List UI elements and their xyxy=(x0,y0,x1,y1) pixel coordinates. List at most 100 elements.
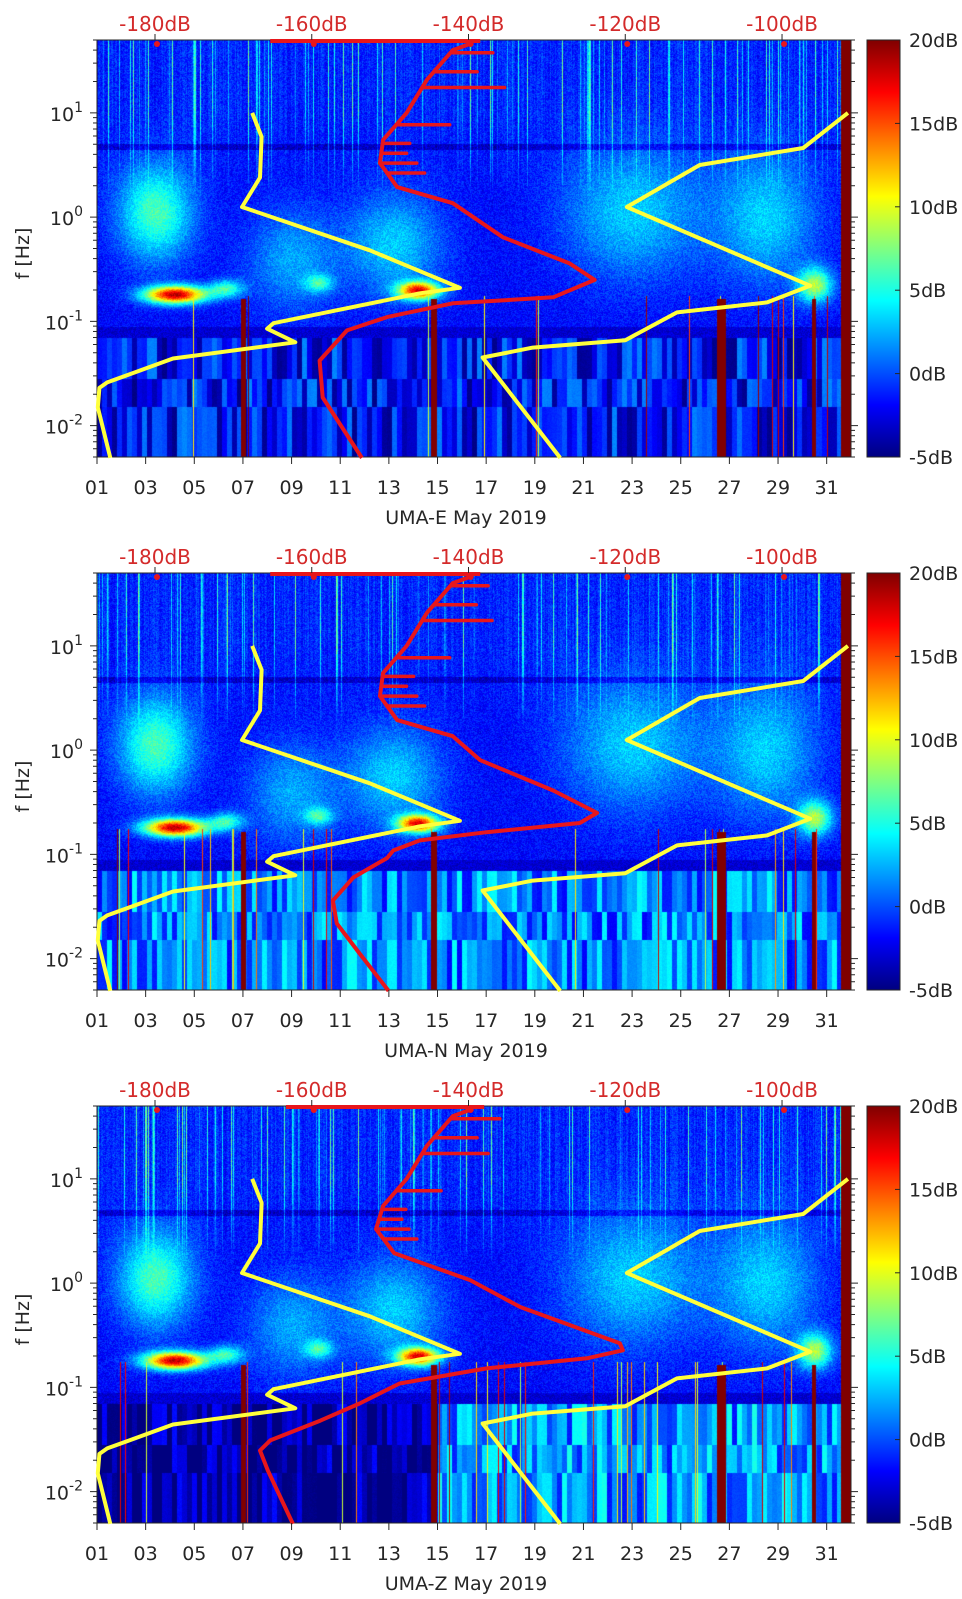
top-axis-marker xyxy=(467,1107,474,1113)
colorbar-tick-label: 20dB xyxy=(909,1096,958,1118)
series-group xyxy=(95,1105,850,1526)
top-axis-marker xyxy=(154,41,160,47)
y-tick-exponent: 0 xyxy=(74,204,83,220)
colorbar xyxy=(866,1105,901,1524)
high-noise-model-line xyxy=(480,644,850,993)
top-axis-tick-label: -120dB xyxy=(589,12,661,36)
colorbar-tick-label: -5dB xyxy=(909,1513,953,1535)
high-noise-model-line xyxy=(480,1177,850,1526)
y-tick-exponent: 1 xyxy=(74,100,83,116)
plot-frame xyxy=(96,1105,852,1524)
median-psd-line xyxy=(330,573,600,993)
x-axis-tick-label: 21 xyxy=(571,1543,595,1565)
x-axis-tick-label: 23 xyxy=(620,1010,644,1032)
y-axis-tick-label: 10-1 xyxy=(45,1374,83,1400)
x-axis-tick-label: 23 xyxy=(620,477,644,499)
x-axis-tick-label: 01 xyxy=(85,1543,109,1565)
y-tick-exponent: -2 xyxy=(69,413,83,429)
colorbar-tick-label: 15dB xyxy=(909,1179,958,1201)
x-axis-tick-label: 27 xyxy=(717,477,741,499)
top-axis-marker xyxy=(310,41,317,47)
plot-frame xyxy=(96,39,852,458)
y-tick-base: 10 xyxy=(45,417,69,439)
colorbar-tick-label: 20dB xyxy=(909,563,958,585)
x-axis-tick-label: 03 xyxy=(134,1543,158,1565)
y-tick-exponent: -1 xyxy=(69,841,83,857)
colorbar-tick-label: 10dB xyxy=(909,730,958,752)
x-axis-tick-label: 15 xyxy=(425,1543,449,1565)
colorbar xyxy=(866,39,901,458)
x-axis-tick-label: 09 xyxy=(279,477,303,499)
colorbar-tick-label: -5dB xyxy=(909,980,953,1002)
top-axis-marker xyxy=(467,41,474,47)
x-axis-tick-label: 27 xyxy=(717,1010,741,1032)
x-axis-tick-label: 23 xyxy=(620,1543,644,1565)
y-tick-exponent: -2 xyxy=(69,946,83,962)
y-axis-title: f [Hz] xyxy=(12,761,34,813)
y-axis-tick-label: 10-2 xyxy=(45,946,83,972)
top-axis-tick-label: -120dB xyxy=(589,545,661,569)
top-axis-marker xyxy=(781,41,788,47)
x-axis-tick-label: 21 xyxy=(571,1010,595,1032)
colorbar xyxy=(866,572,901,991)
x-axis-tick-label: 03 xyxy=(134,1010,158,1032)
y-tick-exponent: 1 xyxy=(74,1166,83,1182)
x-axis-title: UMA-E May 2019 xyxy=(385,507,546,529)
x-axis-tick-label: 13 xyxy=(377,477,401,499)
x-axis-title: UMA-Z May 2019 xyxy=(385,1573,547,1595)
top-axis-marker xyxy=(310,574,317,580)
y-axis-tick-label: 101 xyxy=(50,633,83,659)
top-axis-marker xyxy=(154,574,160,580)
colorbar-tick-label: 5dB xyxy=(909,813,946,835)
colorbar-tick-label: 10dB xyxy=(909,197,958,219)
y-tick-base: 10 xyxy=(45,1378,69,1400)
y-axis-tick-label: 101 xyxy=(50,1166,83,1192)
x-axis-tick-label: 31 xyxy=(815,1543,839,1565)
low-noise-model-line xyxy=(95,645,462,992)
top-axis-marker xyxy=(310,1107,317,1113)
top-axis-tick-label: -140dB xyxy=(433,545,505,569)
top-axis-tick-label: -180dB xyxy=(119,1078,191,1102)
top-axis-marker xyxy=(624,574,631,580)
top-axis-tick-label: -160dB xyxy=(276,1078,348,1102)
x-axis-tick-label: 15 xyxy=(425,1010,449,1032)
x-axis-tick-label: 29 xyxy=(766,477,790,499)
x-axis-tick-label: 01 xyxy=(85,477,109,499)
y-axis-tick-label: 100 xyxy=(50,1270,83,1296)
top-axis-tick-label: -180dB xyxy=(119,545,191,569)
colorbar-tick-label: 20dB xyxy=(909,30,958,52)
colorbar-tick-label: 0dB xyxy=(909,364,946,386)
x-axis-tick-label: 07 xyxy=(231,1543,255,1565)
y-tick-base: 10 xyxy=(45,845,69,867)
top-axis-marker xyxy=(467,574,474,580)
colorbar-tick-label: 0dB xyxy=(909,897,946,919)
x-axis-tick-label: 25 xyxy=(669,477,693,499)
y-tick-base: 10 xyxy=(50,1274,74,1296)
colorbar-tick-label: -5dB xyxy=(909,447,953,469)
x-axis-tick-label: 11 xyxy=(328,1010,352,1032)
x-axis-tick-label: 05 xyxy=(182,1543,206,1565)
colorbar-tick-label: 5dB xyxy=(909,280,946,302)
y-axis-tick-label: 10-2 xyxy=(45,1479,83,1505)
y-axis-tick-label: 10-1 xyxy=(45,841,83,867)
colorbar-tick-label: 15dB xyxy=(909,113,958,135)
x-axis-tick-label: 13 xyxy=(377,1543,401,1565)
x-axis-tick-label: 11 xyxy=(328,477,352,499)
x-axis-tick-label: 27 xyxy=(717,1543,741,1565)
x-axis-tick-label: 11 xyxy=(328,1543,352,1565)
top-axis-tick-label: -140dB xyxy=(433,12,505,36)
top-axis-tick-label: -100dB xyxy=(746,545,818,569)
top-axis-marker xyxy=(624,1107,631,1113)
series-group xyxy=(95,39,850,460)
x-axis-tick-label: 19 xyxy=(523,1543,547,1565)
y-axis-tick-label: 10-1 xyxy=(45,308,83,334)
high-noise-model-line xyxy=(480,111,850,460)
x-axis-tick-label: 31 xyxy=(815,477,839,499)
y-tick-base: 10 xyxy=(50,208,74,230)
y-tick-exponent: 0 xyxy=(74,737,83,753)
x-axis-tick-label: 01 xyxy=(85,1010,109,1032)
y-tick-base: 10 xyxy=(50,104,74,126)
colorbar-tick-label: 0dB xyxy=(909,1430,946,1452)
